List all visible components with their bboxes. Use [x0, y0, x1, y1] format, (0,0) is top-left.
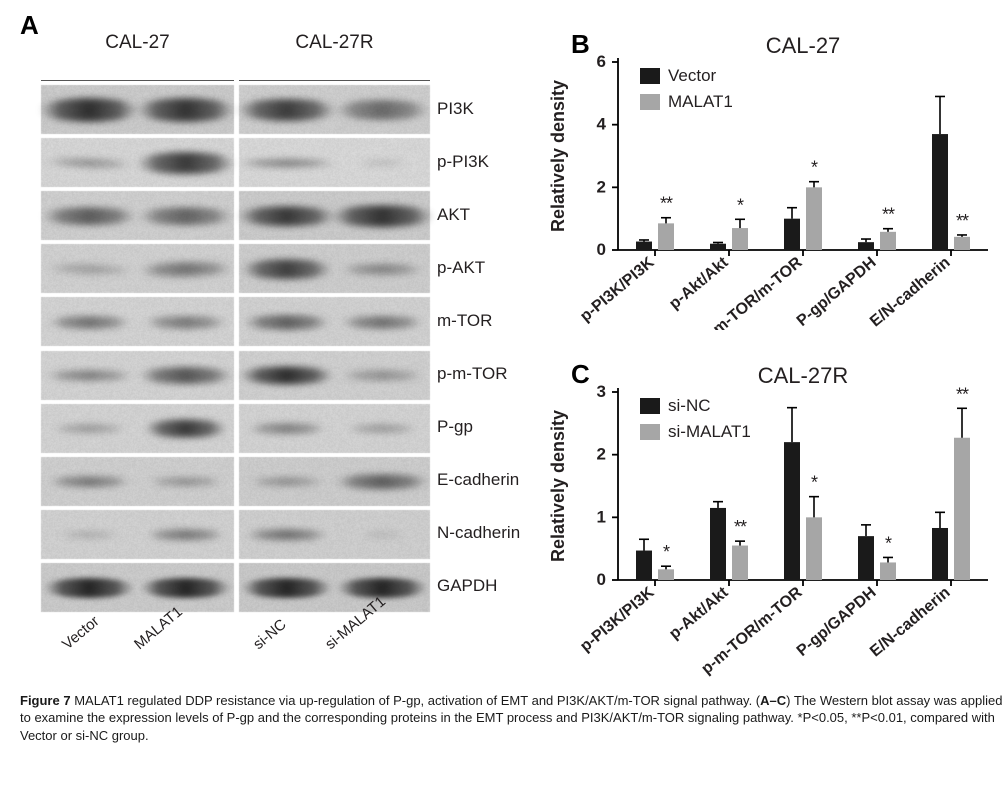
- svg-text:**: **: [956, 384, 969, 404]
- svg-text:1: 1: [597, 507, 606, 526]
- svg-text:*: *: [885, 533, 892, 553]
- svg-text:Relatively density: Relatively density: [550, 80, 568, 232]
- svg-text:*: *: [811, 158, 818, 178]
- svg-text:Relatively density: Relatively density: [550, 410, 568, 562]
- svg-text:p-Akt/Akt: p-Akt/Akt: [666, 584, 732, 643]
- svg-text:**: **: [734, 517, 747, 537]
- svg-text:4: 4: [597, 115, 607, 134]
- svg-text:E/N-cadherin: E/N-cadherin: [867, 584, 954, 660]
- svg-text:**: **: [882, 205, 895, 225]
- svg-text:p-PI3K/PI3K: p-PI3K/PI3K: [577, 254, 658, 326]
- svg-text:**: **: [660, 194, 673, 214]
- svg-text:0: 0: [597, 570, 606, 589]
- svg-text:si-NC: si-NC: [668, 396, 711, 415]
- svg-text:**: **: [956, 211, 969, 231]
- svg-text:2: 2: [597, 445, 606, 464]
- svg-text:CAL-27R: CAL-27R: [758, 363, 848, 388]
- svg-text:*: *: [811, 473, 818, 493]
- svg-text:MALAT1: MALAT1: [668, 92, 733, 111]
- svg-text:E/N-cadherin: E/N-cadherin: [867, 254, 954, 330]
- svg-text:CAL-27: CAL-27: [766, 33, 841, 58]
- svg-text:p-PI3K/PI3K: p-PI3K/PI3K: [577, 584, 658, 656]
- svg-text:6: 6: [597, 52, 606, 71]
- svg-text:p-Akt/Akt: p-Akt/Akt: [666, 254, 732, 313]
- svg-text:*: *: [663, 542, 670, 562]
- svg-text:0: 0: [597, 240, 606, 259]
- svg-text:*: *: [737, 195, 744, 215]
- svg-text:si-MALAT1: si-MALAT1: [668, 422, 751, 441]
- svg-text:Vector: Vector: [668, 66, 717, 85]
- svg-text:3: 3: [597, 382, 606, 401]
- svg-text:2: 2: [597, 177, 606, 196]
